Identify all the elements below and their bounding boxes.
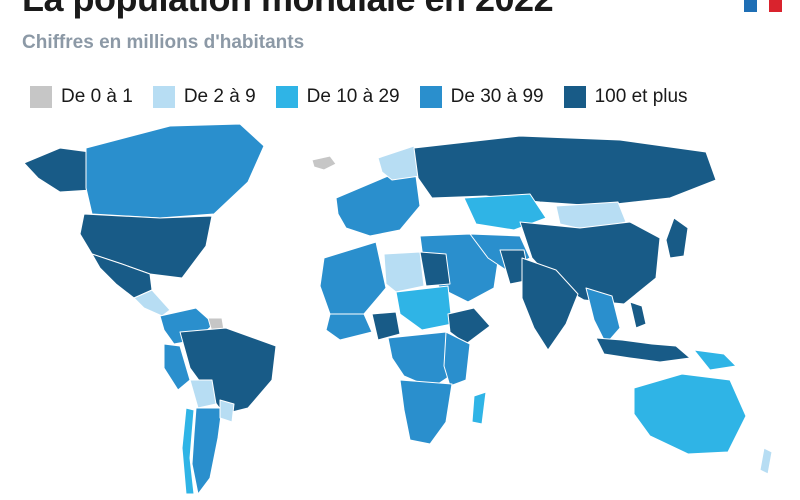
- country-shape: [163, 343, 191, 391]
- country-shape: [219, 399, 235, 423]
- country-shape: [383, 251, 425, 293]
- legend: De 0 à 1 De 2 à 9 De 10 à 29 De 30 à 99 …: [30, 86, 708, 108]
- country-shape: [585, 287, 621, 345]
- legend-label: De 0 à 1: [61, 86, 133, 107]
- legend-swatch: [563, 86, 586, 108]
- legend-swatch: [152, 86, 175, 108]
- country-shape: [319, 241, 387, 315]
- legend-item: De 30 à 99: [419, 86, 544, 108]
- logo-bar-blue: [744, 0, 757, 12]
- country-shape: [521, 257, 579, 351]
- legend-item: De 10 à 29: [275, 86, 400, 108]
- country-shape: [471, 391, 487, 425]
- legend-label: De 10 à 29: [306, 86, 400, 107]
- country-shape: [759, 447, 773, 475]
- country-shape: [629, 301, 647, 329]
- country-shape: [189, 379, 217, 409]
- legend-label: 100 et plus: [594, 86, 688, 107]
- country-shape: [191, 407, 223, 495]
- country-shape: [179, 327, 277, 415]
- country-shape: [335, 175, 421, 237]
- legend-swatch: [30, 86, 52, 108]
- country-shape: [23, 147, 93, 193]
- legend-label: De 30 à 99: [450, 86, 544, 107]
- country-shape: [443, 331, 471, 387]
- legend-item: 100 et plus: [563, 86, 688, 108]
- country-shape: [181, 407, 195, 495]
- country-shape: [395, 285, 453, 331]
- country-shape: [85, 123, 265, 219]
- country-shape: [419, 251, 451, 287]
- country-shape: [371, 311, 401, 341]
- country-shape: [133, 289, 171, 317]
- country-shape: [633, 373, 747, 455]
- legend-label: De 2 à 9: [183, 86, 256, 107]
- country-shape: [311, 155, 337, 171]
- logo-bar-red: [769, 0, 782, 12]
- country-shape: [325, 313, 373, 341]
- country-shape: [595, 337, 691, 363]
- country-shape: [665, 217, 689, 259]
- country-shape: [693, 349, 737, 371]
- brand-logo: [744, 0, 782, 12]
- legend-swatch: [419, 86, 442, 108]
- country-shape: [413, 135, 717, 207]
- country-shape: [79, 213, 213, 279]
- legend-item: De 2 à 9: [152, 86, 256, 108]
- country-shape: [399, 379, 453, 445]
- world-map: [23, 123, 773, 495]
- page-subtitle: Chiffres en millions d'habitants: [22, 32, 305, 53]
- legend-swatch: [275, 86, 298, 108]
- legend-item: De 0 à 1: [30, 86, 133, 108]
- logo-bar-white: [757, 0, 769, 12]
- country-shape: [377, 145, 421, 181]
- country-shape: [447, 307, 491, 345]
- page-title: La population mondiale en 2022: [22, 0, 554, 20]
